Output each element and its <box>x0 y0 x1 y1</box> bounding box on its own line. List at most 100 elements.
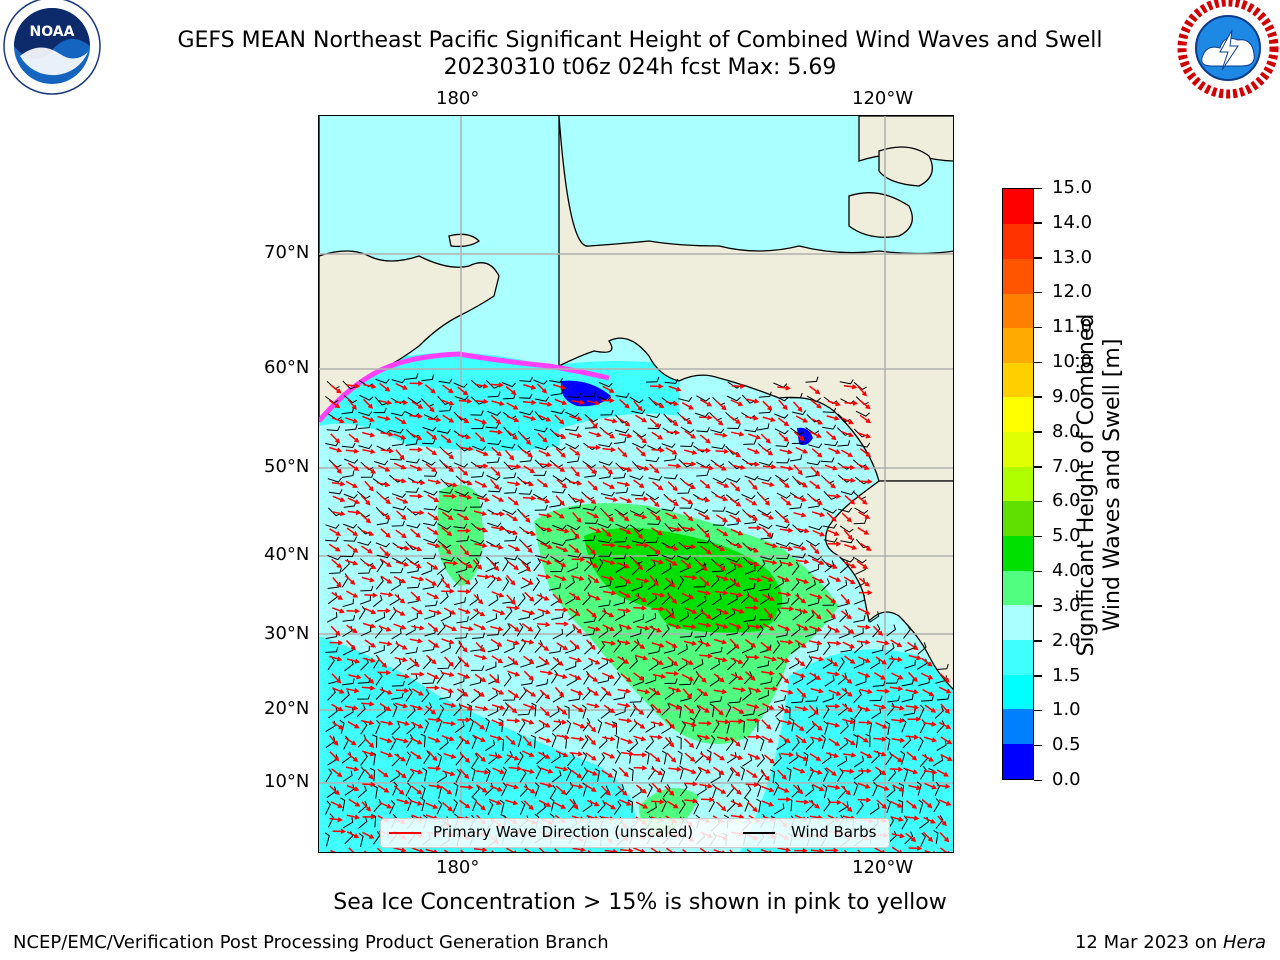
wave-direction-arrow <box>777 847 792 852</box>
colorbar-segment <box>1003 258 1033 294</box>
wave-direction-arrow <box>714 656 728 663</box>
wind-barb <box>903 625 911 639</box>
wave-direction-arrow <box>330 849 340 852</box>
wave-direction-arrow <box>523 800 534 811</box>
wind-barb <box>328 568 342 574</box>
wave-direction-arrow <box>444 656 454 667</box>
wave-direction-arrow <box>491 704 506 710</box>
wind-barb <box>503 673 512 687</box>
wave-direction-arrow <box>490 382 504 388</box>
wave-direction-arrow <box>859 400 871 410</box>
wave-direction-arrow <box>764 686 778 692</box>
wind-barb <box>822 641 831 656</box>
wave-direction-arrow <box>410 510 425 516</box>
wave-direction-arrow <box>633 528 644 540</box>
wind-barb <box>582 391 597 398</box>
wind-barb <box>824 441 839 447</box>
wind-barb <box>743 583 756 592</box>
wave-direction-arrow <box>409 447 423 453</box>
lon-label-bottom-120w: 120°W <box>852 857 914 878</box>
wind-barb <box>453 703 462 717</box>
wind-barb <box>532 577 541 591</box>
wind-barb <box>358 422 372 429</box>
wind-barb <box>741 412 756 420</box>
wave-direction-arrow <box>362 622 377 629</box>
wave-direction-arrow <box>857 624 871 630</box>
wind-barb <box>375 671 383 686</box>
wave-direction-arrow <box>729 577 741 588</box>
wind-barb <box>439 737 449 750</box>
wave-direction-arrow <box>777 624 791 631</box>
wind-barb <box>594 768 600 783</box>
wind-barb <box>855 676 867 686</box>
wave-direction-arrow <box>939 847 950 852</box>
wave-direction-arrow <box>620 751 635 757</box>
wave-direction-arrow <box>841 449 854 457</box>
wave-direction-arrow <box>746 546 759 553</box>
wind-barb <box>536 538 551 545</box>
wind-barb <box>614 508 628 516</box>
wind-barb <box>886 624 896 637</box>
wave-direction-arrow <box>424 401 435 413</box>
wave-direction-arrow <box>409 799 423 806</box>
wave-direction-arrow <box>604 721 618 728</box>
wind-barb <box>709 659 721 671</box>
wind-barb <box>775 542 791 548</box>
wave-direction-arrow <box>635 784 647 794</box>
wind-barb <box>470 766 476 782</box>
wave-direction-arrow <box>393 462 407 470</box>
wind-barb <box>357 766 365 781</box>
wave-direction-arrow <box>745 415 759 421</box>
wave-direction-arrow <box>539 706 550 717</box>
wind-barb <box>631 409 646 415</box>
wind-barb <box>823 490 837 500</box>
wave-direction-arrow <box>760 770 770 782</box>
wind-barb <box>785 705 791 719</box>
wind-barb <box>518 489 533 495</box>
wind-barb <box>758 523 773 530</box>
wave-direction-arrow <box>778 734 791 743</box>
wave-direction-arrow <box>538 558 553 565</box>
wind-barb <box>838 629 850 639</box>
wave-direction-arrow <box>699 783 713 789</box>
wind-barbs-layer <box>324 373 950 848</box>
wave-direction-arrow <box>348 847 355 852</box>
wave-direction-arrow <box>587 480 598 491</box>
wave-direction-arrow <box>379 688 393 695</box>
wave-direction-arrow <box>715 623 729 629</box>
wave-direction-arrow <box>826 721 841 728</box>
wind-barb <box>487 574 496 589</box>
wave-direction-arrow <box>699 434 711 444</box>
wind-barb <box>437 622 446 636</box>
colorbar-fill <box>1003 189 1033 779</box>
wind-barb <box>757 476 772 482</box>
wave-direction-arrow <box>843 529 853 541</box>
wave-direction-arrow <box>524 591 535 602</box>
wind-barb <box>756 753 766 768</box>
wave-direction-arrow <box>346 784 360 792</box>
wave-direction-arrow <box>908 654 922 661</box>
wind-barb <box>375 720 381 735</box>
wave-direction-arrow <box>537 608 551 615</box>
wind-barb <box>597 640 606 655</box>
wave-direction-arrow <box>380 575 393 584</box>
wind-barb <box>564 477 579 485</box>
wind-barb <box>436 573 445 588</box>
wave-direction-arrow <box>747 624 762 630</box>
wave-direction-arrow <box>651 799 665 805</box>
wave-direction-arrow <box>347 544 359 553</box>
wave-direction-arrow <box>426 654 437 665</box>
wave-direction-arrow <box>667 497 679 506</box>
wind-barb <box>517 709 531 716</box>
wave-direction-arrow <box>539 782 554 788</box>
wind-barb <box>897 799 904 814</box>
wave-direction-arrow <box>393 478 407 484</box>
wave-direction-arrow <box>681 415 693 425</box>
wind-barb <box>370 813 377 828</box>
wind-barb <box>807 564 819 574</box>
wave-direction-arrow <box>458 398 473 404</box>
wind-barb <box>664 378 679 384</box>
wind-barb <box>904 659 916 669</box>
wind-barb <box>689 717 695 732</box>
wind-barb <box>710 428 725 434</box>
